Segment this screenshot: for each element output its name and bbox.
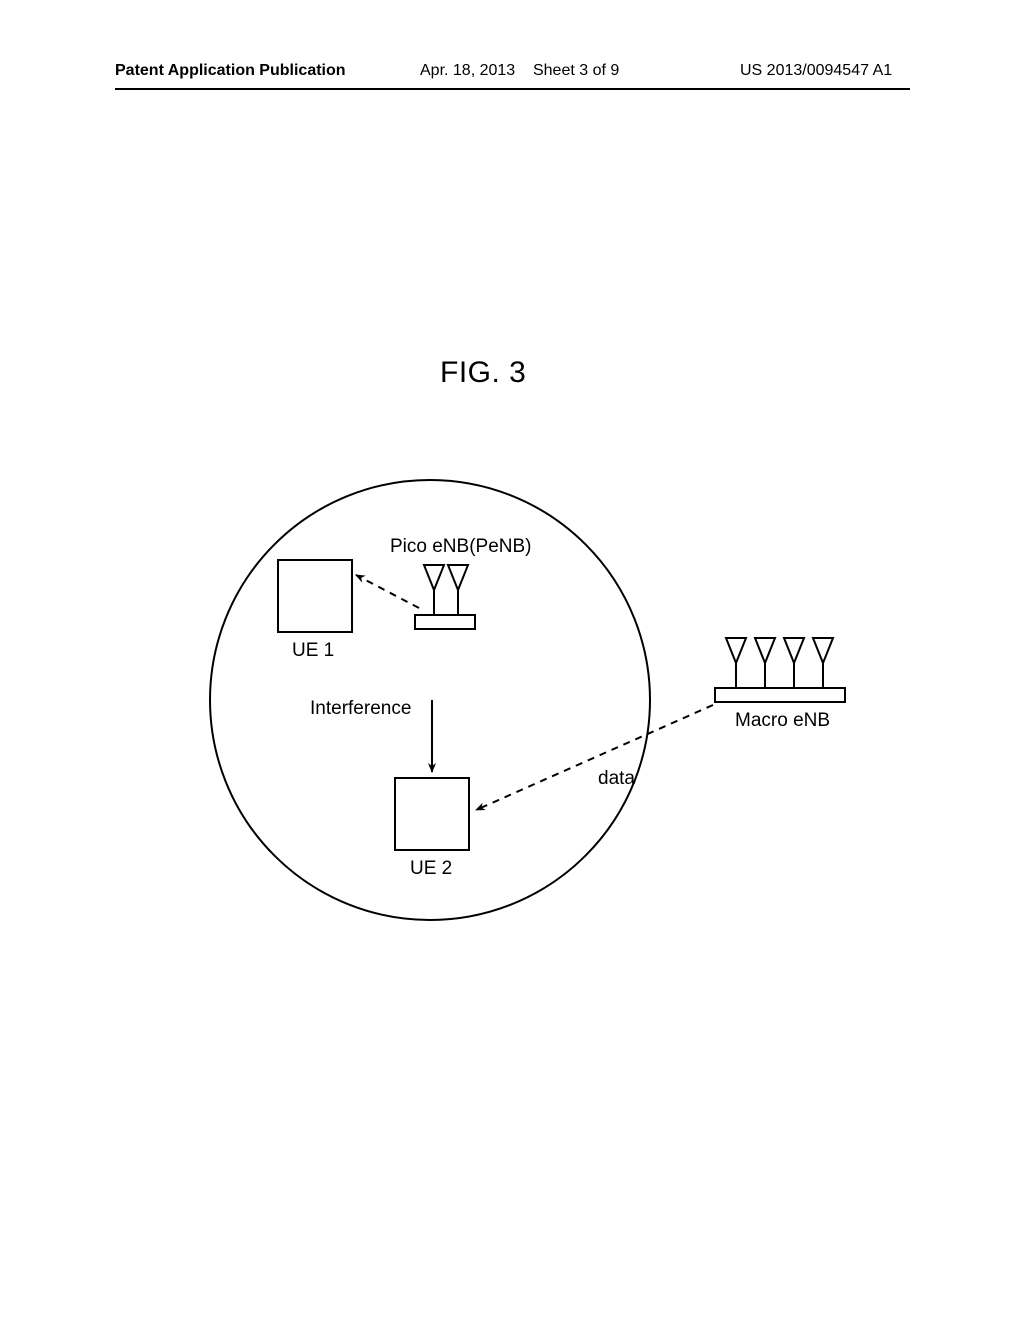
ue1-label: UE 1 xyxy=(292,640,334,662)
macro-antenna-3 xyxy=(813,638,833,663)
page: Patent Application Publication Apr. 18, … xyxy=(0,0,1024,1320)
penb-label: Pico eNB(PeNB) xyxy=(390,536,532,558)
macro-antenna-0 xyxy=(726,638,746,663)
data-label: data xyxy=(598,768,635,790)
macro-antenna-1 xyxy=(755,638,775,663)
ue2-label: UE 2 xyxy=(410,858,452,880)
arrow-macro-ue2 xyxy=(476,705,713,810)
macro-label: Macro eNB xyxy=(735,710,830,732)
diagram-svg xyxy=(0,0,1024,1320)
arrow-penb-ue1 xyxy=(356,575,419,608)
ue2-box xyxy=(395,778,469,850)
macro-antenna-2 xyxy=(784,638,804,663)
penb-antenna-1 xyxy=(448,565,468,590)
interference-label: Interference xyxy=(310,698,411,720)
penb-antenna-0 xyxy=(424,565,444,590)
macro-base xyxy=(715,688,845,702)
penb-base xyxy=(415,615,475,629)
ue1-box xyxy=(278,560,352,632)
